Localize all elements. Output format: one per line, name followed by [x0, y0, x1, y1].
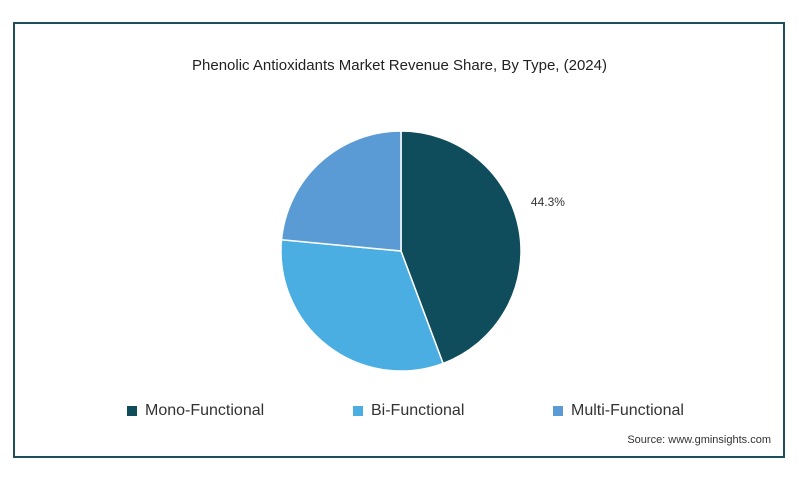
- pie-slice-bi-functional: [280, 238, 445, 372]
- legend-label: Bi-Functional: [371, 402, 465, 419]
- source-note: Source: www.gminsights.com: [627, 434, 771, 446]
- legend-label: Mono-Functional: [145, 402, 265, 419]
- pie-slice-multi-functional: [280, 130, 402, 252]
- legend-swatch-bi-functional: [353, 406, 363, 416]
- pie-chart: 44.3%: [280, 130, 565, 372]
- legend-swatch-multi-functional: [553, 406, 563, 416]
- chart-title: Phenolic Antioxidants Market Revenue Sha…: [192, 57, 607, 74]
- legend-item-mono-functional: Mono-Functional: [127, 402, 264, 420]
- legend-swatch-mono-functional: [127, 406, 137, 416]
- pie-slice-mono-functional: [400, 130, 522, 365]
- chart-frame: Phenolic Antioxidants Market Revenue Sha…: [13, 22, 785, 458]
- legend-item-bi-functional: Bi-Functional: [353, 402, 464, 420]
- legend-item-multi-functional: Multi-Functional: [553, 402, 684, 420]
- legend-label: Multi-Functional: [571, 402, 684, 419]
- data-label: 44.3%: [531, 195, 565, 209]
- legend: Mono-Functional Bi-Functional Multi-Func…: [15, 402, 784, 424]
